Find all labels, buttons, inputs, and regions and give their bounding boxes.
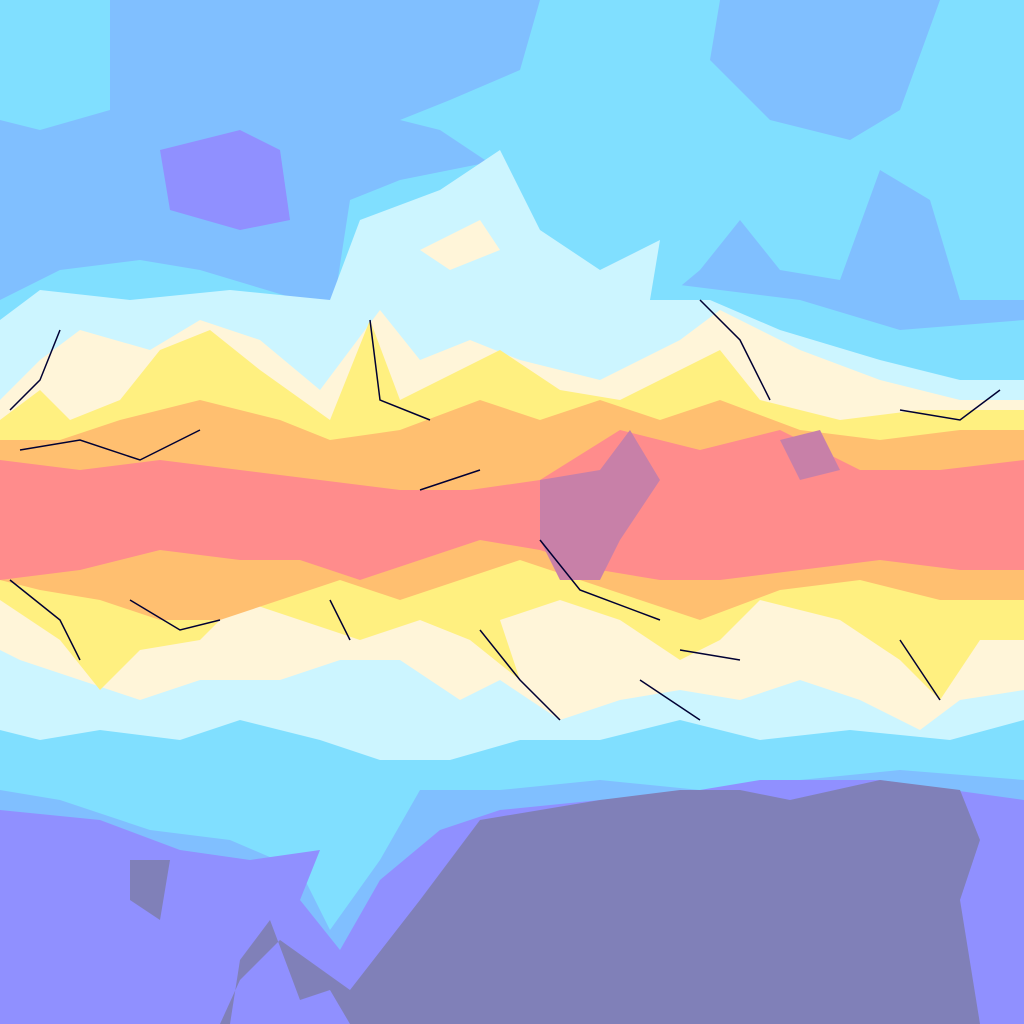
- band-salmon: [0, 430, 1024, 580]
- band-slate-bottom: [130, 780, 980, 1024]
- contour-line-north: [9, 299, 1001, 491]
- band-cyan-top: [0, 0, 1024, 320]
- contour-line-south: [9, 539, 941, 721]
- contour-lines: [9, 299, 1001, 721]
- band-mauve: [540, 430, 840, 580]
